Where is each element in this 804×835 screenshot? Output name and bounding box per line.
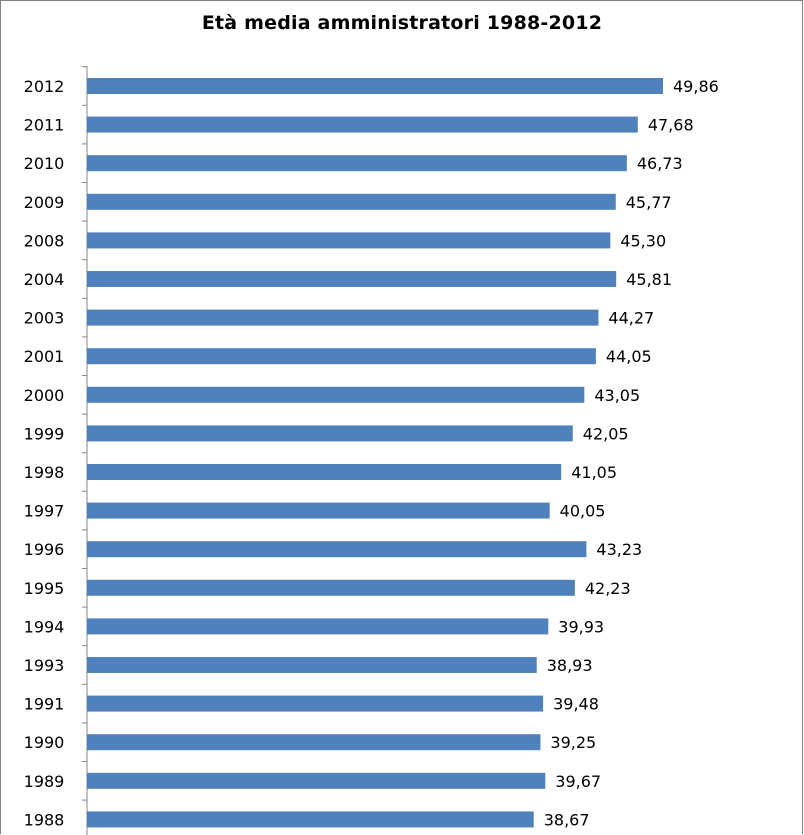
bar xyxy=(87,695,544,712)
category-label: 2009 xyxy=(24,193,65,212)
value-label: 41,05 xyxy=(571,463,617,482)
bar xyxy=(87,309,599,326)
category-label: 2000 xyxy=(24,386,65,405)
value-label: 43,05 xyxy=(594,386,640,405)
value-label: 44,27 xyxy=(608,309,654,328)
bar xyxy=(87,772,546,789)
category-label: 2008 xyxy=(24,231,65,250)
bar xyxy=(87,348,596,365)
value-label: 45,30 xyxy=(620,231,666,250)
category-label: 1998 xyxy=(24,463,65,482)
bar xyxy=(87,502,550,519)
bar xyxy=(87,811,534,828)
bar xyxy=(87,579,575,596)
value-label: 39,93 xyxy=(558,617,604,636)
category-label: 1999 xyxy=(24,424,65,443)
value-label: 43,23 xyxy=(596,540,642,559)
value-label: 38,67 xyxy=(544,810,590,829)
value-label: 45,77 xyxy=(626,193,672,212)
bar xyxy=(87,193,616,210)
category-label: 2004 xyxy=(24,270,65,289)
category-label: 1989 xyxy=(24,772,65,791)
bar xyxy=(87,386,585,403)
bar xyxy=(87,78,663,94)
value-label: 45,81 xyxy=(626,270,672,289)
category-label: 2010 xyxy=(24,154,65,173)
bar xyxy=(87,155,627,172)
value-label: 39,48 xyxy=(553,695,599,714)
category-label: 1994 xyxy=(24,617,65,636)
value-label: 40,05 xyxy=(560,502,606,521)
value-label: 42,05 xyxy=(583,424,629,443)
bar xyxy=(87,116,638,133)
value-label: 39,25 xyxy=(550,733,596,752)
category-label: 1991 xyxy=(24,695,65,714)
category-label: 2012 xyxy=(24,77,65,96)
bar xyxy=(87,425,573,442)
category-label: 2003 xyxy=(24,309,65,328)
value-labels: 49,86 47,68 46,73 45,77 45,30 45,81 44,27 44,05… xyxy=(544,77,719,829)
chart-title: Età media amministratori 1988-2012 xyxy=(201,12,603,34)
bars xyxy=(87,78,663,828)
category-label: 1990 xyxy=(24,733,65,752)
value-label: 38,93 xyxy=(547,656,593,675)
category-label: 1988 xyxy=(24,810,65,829)
category-label: 1997 xyxy=(24,502,65,521)
value-label: 46,73 xyxy=(637,154,683,173)
bar xyxy=(87,618,549,635)
bar xyxy=(87,734,541,751)
category-labels: 2012 2011 2010 2009 2008 2004 2003 2001 2000 1999… xyxy=(24,77,65,829)
category-label: 1993 xyxy=(24,656,65,675)
bar xyxy=(87,271,617,287)
category-label: 1995 xyxy=(24,579,65,598)
bar xyxy=(87,464,562,480)
bar xyxy=(87,657,537,673)
y-axis-ticks xyxy=(82,66,87,801)
value-label: 49,86 xyxy=(673,77,719,96)
value-label: 42,23 xyxy=(585,579,631,598)
category-label: 2011 xyxy=(24,116,65,135)
category-label: 1996 xyxy=(24,540,65,559)
value-label: 44,05 xyxy=(606,347,652,366)
bar xyxy=(87,541,587,558)
value-label: 39,67 xyxy=(555,772,601,791)
category-label: 2001 xyxy=(24,347,65,366)
value-label: 47,68 xyxy=(648,116,694,135)
bar xyxy=(87,232,611,249)
